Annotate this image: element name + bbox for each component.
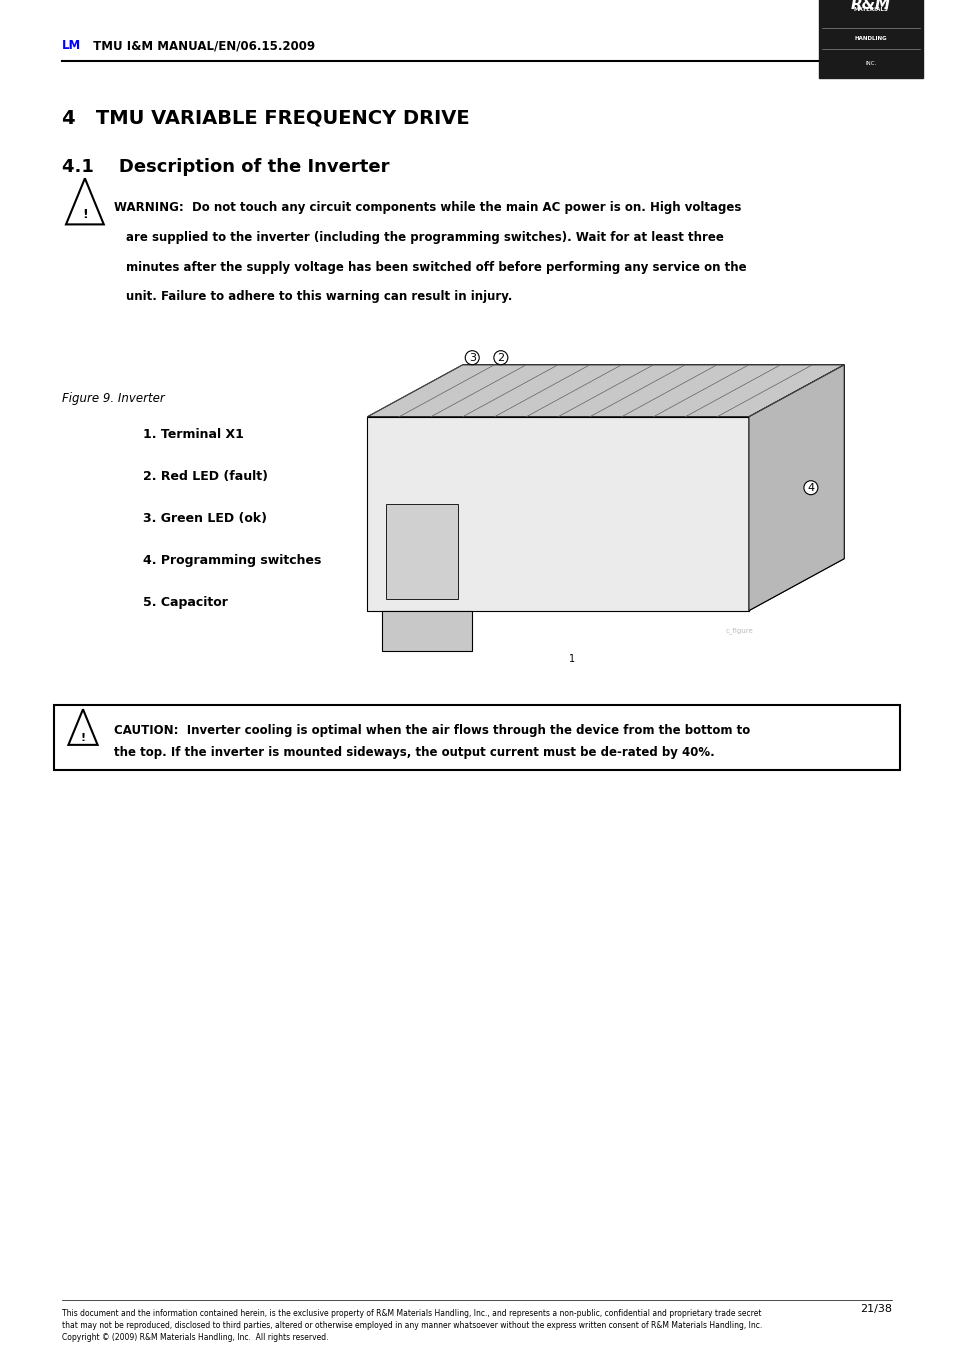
Text: 4   TMU VARIABLE FREQUENCY DRIVE: 4 TMU VARIABLE FREQUENCY DRIVE xyxy=(62,108,469,127)
Polygon shape xyxy=(386,504,457,598)
Polygon shape xyxy=(367,559,843,611)
Text: 1. Terminal X1: 1. Terminal X1 xyxy=(143,428,244,442)
Text: R&M: R&M xyxy=(850,0,890,12)
Text: !: ! xyxy=(80,732,86,743)
Text: are supplied to the inverter (including the programming switches). Wait for at l: are supplied to the inverter (including … xyxy=(126,231,723,245)
Polygon shape xyxy=(367,365,843,416)
Text: This document and the information contained herein, is the exclusive property of: This document and the information contai… xyxy=(62,1309,760,1319)
Text: 1: 1 xyxy=(569,654,575,663)
Text: 2. Red LED (fault): 2. Red LED (fault) xyxy=(143,470,268,484)
FancyBboxPatch shape xyxy=(818,0,923,78)
Text: 5. Capacitor: 5. Capacitor xyxy=(143,596,228,609)
Text: 21/38: 21/38 xyxy=(859,1304,891,1313)
Text: WARNING:  Do not touch any circuit components while the main AC power is on. Hig: WARNING: Do not touch any circuit compon… xyxy=(114,201,741,215)
Text: 3: 3 xyxy=(468,353,476,362)
Text: c_figure: c_figure xyxy=(724,627,753,634)
FancyBboxPatch shape xyxy=(54,705,899,770)
Text: the top. If the inverter is mounted sideways, the output current must be de-rate: the top. If the inverter is mounted side… xyxy=(114,746,715,759)
Text: 4: 4 xyxy=(806,482,814,493)
Text: 4. Programming switches: 4. Programming switches xyxy=(143,554,321,567)
Polygon shape xyxy=(748,365,843,611)
Text: 2: 2 xyxy=(497,353,504,362)
Text: !: ! xyxy=(82,208,88,222)
Text: minutes after the supply voltage has been switched off before performing any ser: minutes after the supply voltage has bee… xyxy=(126,261,746,274)
Text: MATERIALS: MATERIALS xyxy=(853,7,887,12)
Text: unit. Failure to adhere to this warning can result in injury.: unit. Failure to adhere to this warning … xyxy=(126,290,512,304)
Text: 3. Green LED (ok): 3. Green LED (ok) xyxy=(143,512,267,526)
Text: Copyright © (2009) R&M Materials Handling, Inc.  All rights reserved.: Copyright © (2009) R&M Materials Handlin… xyxy=(62,1333,328,1343)
Text: LM: LM xyxy=(62,39,81,53)
Text: Figure 9. Inverter: Figure 9. Inverter xyxy=(62,392,165,405)
Polygon shape xyxy=(367,416,748,611)
Polygon shape xyxy=(381,611,472,651)
Text: CAUTION:  Inverter cooling is optimal when the air flows through the device from: CAUTION: Inverter cooling is optimal whe… xyxy=(114,724,750,738)
Text: that may not be reproduced, disclosed to third parties, altered or otherwise emp: that may not be reproduced, disclosed to… xyxy=(62,1321,761,1331)
Text: INC.: INC. xyxy=(864,61,876,66)
Text: 4.1    Description of the Inverter: 4.1 Description of the Inverter xyxy=(62,158,389,176)
Text: TMU I&M MANUAL/EN/06.15.2009: TMU I&M MANUAL/EN/06.15.2009 xyxy=(89,39,314,53)
Text: HANDLING: HANDLING xyxy=(854,36,886,41)
